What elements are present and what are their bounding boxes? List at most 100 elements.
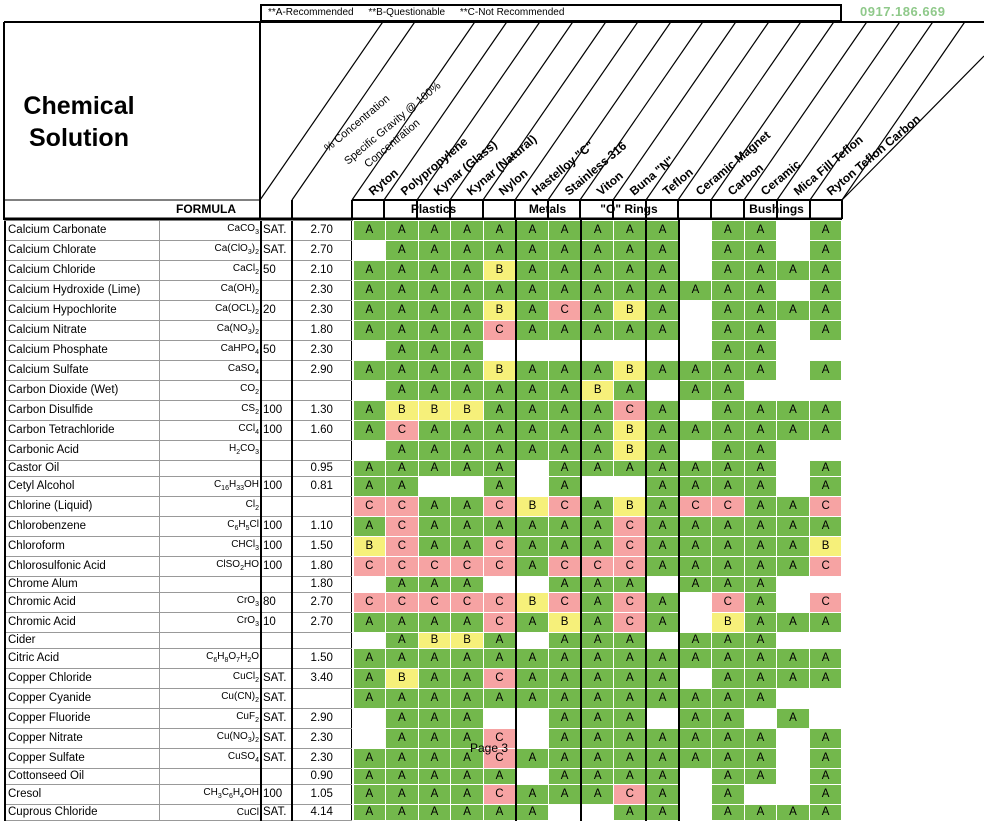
- rating-cell-nylon: C: [482, 535, 517, 557]
- rating-cell-ryton-teflon-carbon: [808, 687, 843, 709]
- concentration-value: SAT.: [260, 668, 292, 689]
- chemical-name: Calcium Chloride: [4, 260, 159, 281]
- rating-cell-mica-fill-teflon: [776, 631, 810, 649]
- rating-cell-mica-fill-teflon: [776, 279, 810, 301]
- rating-cell-hastelloy-c: [514, 339, 550, 361]
- rating-cell-teflon: [645, 631, 680, 649]
- rating-cell-polypropylene: A: [385, 220, 419, 241]
- rating-cell-kynar-natural: A: [450, 535, 484, 557]
- specific-gravity-value: 2.30: [291, 748, 352, 769]
- rating-cell-teflon: A: [645, 611, 680, 633]
- rating-cell-ryton: A: [352, 475, 387, 497]
- rating-cell-kynar-natural: A: [450, 299, 484, 321]
- rating-cell-buna-n: C: [613, 555, 647, 577]
- rating-cell-kynar-natural: A: [450, 339, 484, 361]
- rating-cell-ryton-teflon-carbon: A: [808, 767, 843, 785]
- rating-cell-nylon: A: [482, 239, 517, 261]
- rating-cell-carbon: A: [711, 727, 745, 749]
- rating-cell-nylon: C: [482, 783, 517, 805]
- concentration-value: 50: [260, 340, 292, 361]
- table-row: Chrome Alum 1.80 A A A A A A A A A: [4, 575, 843, 593]
- rating-cell-mica-fill-teflon: [776, 239, 810, 261]
- rating-cell-ceramic-magnet: A: [677, 555, 713, 577]
- rating-cell-stainless-316: B: [548, 611, 582, 633]
- rating-cell-teflon: A: [645, 747, 680, 769]
- rating-cell-carbon: A: [711, 239, 745, 261]
- table-row: Cottonseed Oil 0.90 A A A A A A A A A A A A: [4, 767, 843, 785]
- rating-cell-hastelloy-c: A: [514, 319, 550, 341]
- rating-cell-viton: A: [580, 783, 615, 805]
- rating-cell-ceramic: A: [743, 631, 778, 649]
- rating-cell-mica-fill-teflon: [776, 379, 810, 401]
- rating-cell-carbon: A: [711, 279, 745, 301]
- rating-cell-nylon: A: [482, 767, 517, 785]
- rating-cell-ceramic: A: [743, 279, 778, 301]
- rating-cell-ceramic: A: [743, 667, 778, 689]
- rating-cell-ceramic: A: [743, 747, 778, 769]
- rating-cell-mica-fill-teflon: [776, 339, 810, 361]
- legend-recommended: **A-Recommended: [268, 7, 354, 18]
- rating-cell-ceramic: [743, 379, 778, 401]
- rating-cell-ceramic: A: [743, 475, 778, 497]
- chemical-formula: Ca(OH)2: [158, 280, 261, 301]
- rating-cell-kynar-natural: A: [450, 575, 484, 593]
- rating-cell-nylon: C: [482, 555, 517, 577]
- rating-cell-stainless-316: C: [548, 495, 582, 517]
- rating-cell-nylon: A: [482, 399, 517, 421]
- rating-cell-nylon: [482, 339, 517, 361]
- rating-cell-kynar-natural: A: [450, 783, 484, 805]
- rating-cell-hastelloy-c: A: [514, 803, 550, 821]
- rating-cell-hastelloy-c: A: [514, 399, 550, 421]
- rating-cell-ryton-teflon-carbon: A: [808, 475, 843, 497]
- rating-cell-carbon: A: [711, 575, 745, 593]
- rating-cell-ryton: A: [352, 767, 387, 785]
- rating-cell-hastelloy-c: A: [514, 783, 550, 805]
- rating-cell-polypropylene: A: [385, 803, 419, 821]
- rating-cell-kynar-glass: A: [417, 220, 452, 241]
- chemical-name: Cresol: [4, 784, 159, 805]
- chemical-name: Chrome Alum: [4, 576, 159, 593]
- rating-cell-viton: A: [580, 439, 615, 461]
- rating-cell-nylon: [482, 707, 517, 729]
- rating-cell-carbon: A: [711, 399, 745, 421]
- concentration-value: 100: [260, 556, 292, 577]
- rating-cell-stainless-316: A: [548, 419, 582, 441]
- rating-cell-buna-n: [613, 475, 647, 497]
- group-plastics: Plastics: [410, 202, 457, 216]
- rating-cell-ryton-teflon-carbon: A: [808, 747, 843, 769]
- chemical-formula: CCl4: [158, 420, 261, 441]
- rating-cell-carbon: A: [711, 707, 745, 729]
- rating-cell-ryton: A: [352, 259, 387, 281]
- rating-cell-kynar-natural: A: [450, 647, 484, 669]
- rating-cell-hastelloy-c: [514, 459, 550, 477]
- rating-cell-ceramic: A: [743, 359, 778, 381]
- rating-cell-teflon: A: [645, 687, 680, 709]
- rating-cell-hastelloy-c: A: [514, 439, 550, 461]
- rating-cell-stainless-316: C: [548, 591, 582, 613]
- rating-cell-teflon: A: [645, 359, 680, 381]
- rating-cell-carbon: A: [711, 687, 745, 709]
- rating-cell-stainless-316: A: [548, 631, 582, 649]
- rating-cell-ceramic-magnet: [677, 259, 713, 281]
- rating-cell-ryton-teflon-carbon: [808, 707, 843, 729]
- table-row: Copper Fluoride CuF2 SAT. 2.90 A A A A A A A A A: [4, 707, 843, 729]
- rating-cell-polypropylene: A: [385, 279, 419, 301]
- chemical-formula: CO2: [158, 380, 261, 401]
- concentration-value: SAT.: [260, 748, 292, 769]
- rating-cell-carbon: A: [711, 459, 745, 477]
- table-row: Chromic Acid CrO3 80 2.70 C C C C C B C A C A C A C: [4, 591, 843, 613]
- rating-cell-kynar-natural: A: [450, 495, 484, 517]
- rating-cell-carbon: A: [711, 535, 745, 557]
- table-row: Calcium Phosphate CaHPO4 50 2.30 A A A A A: [4, 339, 843, 361]
- chemical-formula: CaCO3: [158, 220, 261, 241]
- rating-cell-stainless-316: A: [548, 220, 582, 241]
- rating-cell-carbon: A: [711, 667, 745, 689]
- page-title: Chemical Solution: [4, 90, 154, 154]
- table-row: Copper Nitrate Cu(NO3)2 SAT. 2.30 A A A C A A A A A A…: [4, 727, 843, 749]
- rating-cell-kynar-natural: A: [450, 419, 484, 441]
- rating-cell-hastelloy-c: A: [514, 647, 550, 669]
- rating-cell-kynar-natural: A: [450, 319, 484, 341]
- rating-cell-ceramic-magnet: [677, 611, 713, 633]
- concentration-value: [260, 632, 292, 649]
- rating-cell-buna-n: A: [613, 239, 647, 261]
